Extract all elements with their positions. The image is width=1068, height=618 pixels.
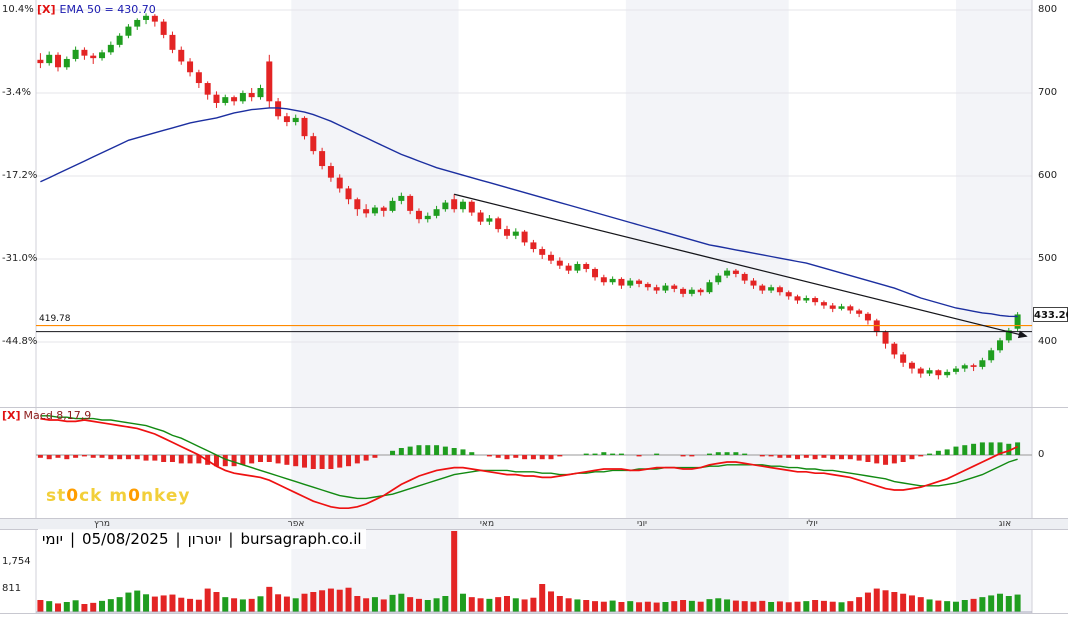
price-axis-label: 600 <box>1038 170 1058 181</box>
month-label: מאי <box>479 519 495 529</box>
ema-indicator-label: EMA 50 = 430.70 <box>59 3 156 16</box>
macd-indicator-label: Macd 8,17,9 <box>23 409 92 422</box>
chart-info-bar: יומי | 05/08/2025 | יוטרון | bursagraph.… <box>38 529 366 549</box>
time-axis[interactable]: מרץ אפר מאי יוני יולי אוג <box>0 518 1068 530</box>
watermark-text: nkey <box>140 486 191 506</box>
month-label: מרץ <box>93 519 111 529</box>
percent-axis-label: -17.2% <box>2 170 38 181</box>
volume-axis-label: 1,754 <box>2 556 31 567</box>
macd-close-button[interactable]: [X] <box>2 409 21 422</box>
month-label: אפר <box>287 519 305 529</box>
price-axis-label: 700 <box>1038 87 1058 98</box>
watermark-text: ck m <box>79 486 129 506</box>
support-line-label: 419.78 <box>39 314 71 324</box>
ema-close-button[interactable]: [X] <box>37 3 56 16</box>
price-axis-label: 800 <box>1038 4 1058 15</box>
percent-axis-label: -31.0% <box>2 253 38 264</box>
watermark-text: 0 <box>66 486 80 506</box>
ema-indicator-legend: [X] EMA 50 = 430.70 <box>37 3 156 16</box>
date-label: 05/08/2025 <box>82 530 169 548</box>
percent-axis-label: -44.8% <box>2 336 38 347</box>
instrument-label: יוטרון <box>187 530 222 548</box>
timeframe-label: יומי <box>42 530 63 548</box>
separator: | <box>175 530 181 548</box>
percent-axis-label: -3.4% <box>2 87 32 98</box>
macd-indicator-legend: [X] Macd 8,17,9 <box>2 409 91 422</box>
separator: | <box>69 530 76 548</box>
watermark-text: st <box>46 486 67 506</box>
price-axis-label: 400 <box>1038 336 1058 347</box>
month-label: יוני <box>636 519 648 529</box>
month-label: יולי <box>806 519 818 529</box>
last-price-tag: 433.20 <box>1033 307 1068 322</box>
separator: | <box>228 530 234 548</box>
month-label: אוג <box>998 519 1012 529</box>
watermark-text: 0 <box>128 486 141 506</box>
stock-monkey-watermark: st0ck m0nkey <box>46 486 191 506</box>
percent-axis-label: 10.4% <box>2 4 34 15</box>
price-axis-label: 500 <box>1038 253 1058 264</box>
volume-axis-label: 811 <box>2 583 22 594</box>
source-label: bursagraph.co.il <box>240 530 362 548</box>
macd-zero-axis-label: 0 <box>1038 449 1045 460</box>
